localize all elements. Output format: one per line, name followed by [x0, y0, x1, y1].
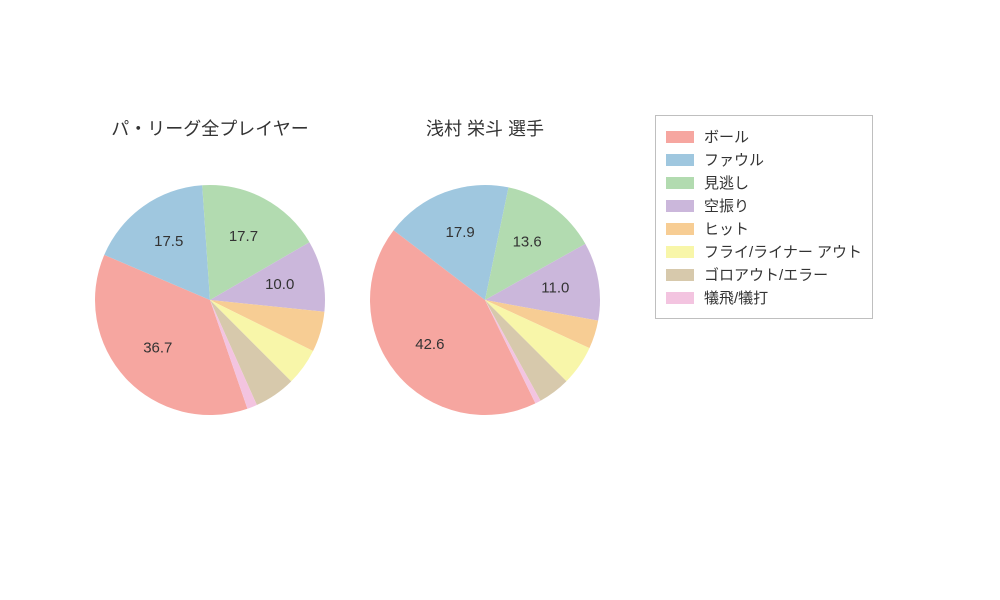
legend-label-sac: 犠飛/犠打 — [704, 287, 768, 308]
legend-label-hit: ヒット — [704, 218, 749, 239]
legend-swatch-foul — [666, 154, 694, 166]
pie-svg: 42.6 17.9 13.6 11.0 — [330, 145, 640, 455]
legend: ボールファウル見逃し空振りヒットフライ/ライナー アウトゴロアウト/エラー犠飛/… — [655, 115, 873, 319]
legend-swatch-ground_out — [666, 269, 694, 281]
legend-label-foul: ファウル — [704, 149, 764, 170]
slice-label-foul: 17.5 — [154, 233, 183, 250]
slice-label-swing_miss: 11.0 — [541, 279, 569, 296]
pie-chart-player: 42.6 17.9 13.6 11.0 — [330, 145, 640, 460]
legend-item-fly_out: フライ/ライナー アウト — [666, 241, 862, 262]
legend-label-swing_miss: 空振り — [704, 195, 749, 216]
slice-label-ball: 42.6 — [415, 336, 444, 353]
legend-label-ground_out: ゴロアウト/エラー — [704, 264, 828, 285]
pie-chart-league: 36.7 17.5 17.7 10.0 — [55, 145, 365, 460]
legend-item-sac: 犠飛/犠打 — [666, 287, 862, 308]
legend-item-hit: ヒット — [666, 218, 862, 239]
legend-swatch-fly_out — [666, 246, 694, 258]
legend-swatch-ball — [666, 131, 694, 143]
chart-title-league: パ・リーグ全プレイヤー — [95, 115, 325, 141]
slice-label-look: 17.7 — [229, 228, 258, 245]
legend-label-ball: ボール — [704, 126, 749, 147]
legend-item-swing_miss: 空振り — [666, 195, 862, 216]
chart-container: パ・リーグ全プレイヤー 浅村 栄斗 選手 36.7 17.5 17.7 10.0 42… — [0, 0, 1000, 600]
slice-label-swing_miss: 10.0 — [265, 276, 294, 293]
chart-title-player: 浅村 栄斗 選手 — [370, 115, 600, 141]
legend-swatch-hit — [666, 223, 694, 235]
slice-label-foul: 17.9 — [446, 224, 475, 241]
legend-label-fly_out: フライ/ライナー アウト — [704, 241, 862, 262]
slice-label-ball: 36.7 — [143, 340, 172, 357]
legend-label-look: 見逃し — [704, 172, 749, 193]
legend-swatch-swing_miss — [666, 200, 694, 212]
legend-item-ground_out: ゴロアウト/エラー — [666, 264, 862, 285]
pie-svg: 36.7 17.5 17.7 10.0 — [55, 145, 365, 455]
slice-label-look: 13.6 — [513, 233, 542, 250]
legend-swatch-look — [666, 177, 694, 189]
legend-item-look: 見逃し — [666, 172, 862, 193]
legend-item-ball: ボール — [666, 126, 862, 147]
legend-item-foul: ファウル — [666, 149, 862, 170]
legend-swatch-sac — [666, 292, 694, 304]
